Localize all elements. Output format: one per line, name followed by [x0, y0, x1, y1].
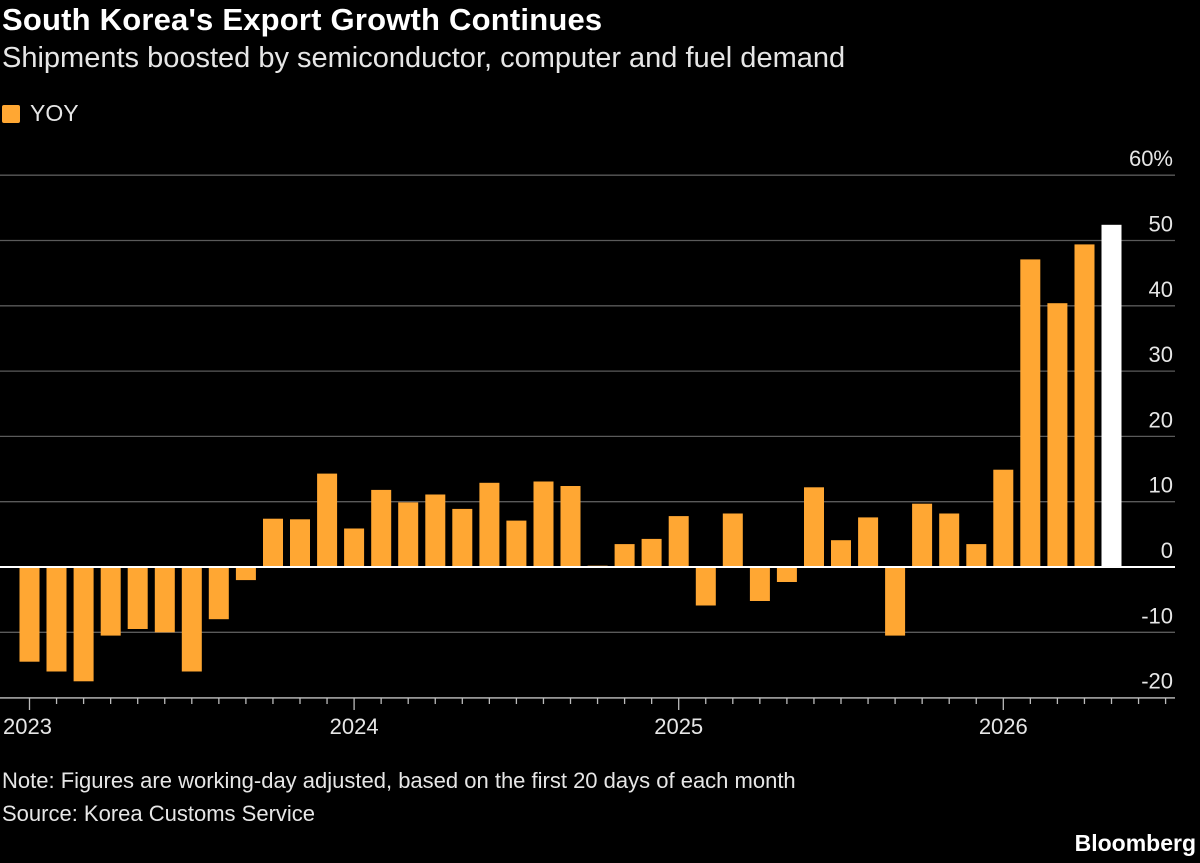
bar — [506, 520, 527, 567]
bar — [290, 519, 310, 567]
x-tick-label: 2026 — [979, 714, 1028, 739]
y-tick-label: 60% — [1129, 146, 1173, 171]
y-tick-label: -20 — [1141, 669, 1173, 694]
y-tick-label: 40 — [1149, 277, 1173, 302]
bar — [776, 567, 797, 582]
bar — [46, 567, 67, 672]
bar — [533, 481, 554, 567]
x-tick-label: 2023 — [3, 714, 52, 739]
legend-label-yoy: YOY — [30, 100, 79, 126]
bar — [452, 508, 473, 567]
gridlines — [0, 174, 1175, 699]
bar — [344, 528, 365, 567]
y-tick-label: 50 — [1149, 212, 1173, 237]
chart-legend: YOY — [2, 100, 79, 127]
y-tick-label: 0 — [1161, 538, 1173, 563]
y-tick-label: -10 — [1141, 603, 1173, 628]
bar — [235, 567, 256, 581]
y-tick-label: 10 — [1149, 473, 1173, 498]
bar — [668, 516, 689, 567]
bar — [73, 567, 94, 682]
bar — [181, 567, 202, 672]
bar — [560, 486, 581, 567]
bar — [939, 513, 960, 567]
bar — [912, 503, 933, 567]
bars — [0, 224, 1175, 682]
bar — [154, 567, 175, 633]
bar — [885, 567, 906, 636]
bar-chart: 2023 2024 2025 2026 60% 50 40 30 20 10 0 -10 -20 — [0, 146, 1175, 739]
chart-note: Note: Figures are working-day adjusted, … — [2, 768, 796, 793]
bar — [722, 513, 743, 567]
page-title: South Korea's Export Growth Continues — [2, 2, 603, 37]
bar — [993, 469, 1014, 567]
bar — [1074, 244, 1095, 567]
bloomberg-logo: Bloomberg — [1074, 830, 1196, 856]
bar — [831, 540, 851, 567]
legend-swatch-yoy — [2, 104, 20, 123]
x-tick-label: 2025 — [654, 714, 703, 739]
bar — [127, 567, 148, 629]
bar — [641, 538, 662, 567]
x-axis: 2023 2024 2025 2026 — [0, 697, 1175, 739]
bar — [425, 494, 446, 567]
bar — [317, 473, 338, 567]
bar — [695, 567, 716, 606]
bar — [398, 502, 419, 567]
bar — [1101, 224, 1122, 568]
page-subtitle: Shipments boosted by semiconductor, comp… — [2, 42, 846, 74]
bar — [614, 544, 635, 567]
bar — [966, 544, 987, 567]
x-tick-label: 2024 — [330, 714, 379, 739]
y-axis: 60% 50 40 30 20 10 0 -10 -20 — [1129, 146, 1173, 693]
chart-source: Source: Korea Customs Service — [2, 801, 316, 826]
bar — [19, 567, 40, 662]
bar — [479, 482, 500, 567]
bar — [263, 518, 283, 567]
bar — [208, 567, 229, 620]
bar — [858, 517, 879, 567]
y-tick-label: 30 — [1149, 342, 1173, 367]
bar — [1047, 303, 1068, 567]
bar — [749, 567, 770, 601]
bar — [804, 487, 824, 567]
bar — [371, 489, 392, 567]
bar — [100, 567, 121, 636]
y-tick-label: 20 — [1149, 407, 1173, 432]
bar — [1020, 259, 1041, 567]
